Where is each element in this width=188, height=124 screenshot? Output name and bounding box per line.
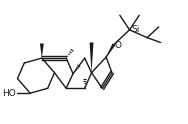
Polygon shape [40, 44, 44, 58]
Polygon shape [90, 43, 93, 73]
Text: HO: HO [2, 89, 16, 98]
Polygon shape [106, 44, 115, 57]
Text: O: O [115, 41, 122, 50]
Text: Si: Si [131, 25, 140, 34]
